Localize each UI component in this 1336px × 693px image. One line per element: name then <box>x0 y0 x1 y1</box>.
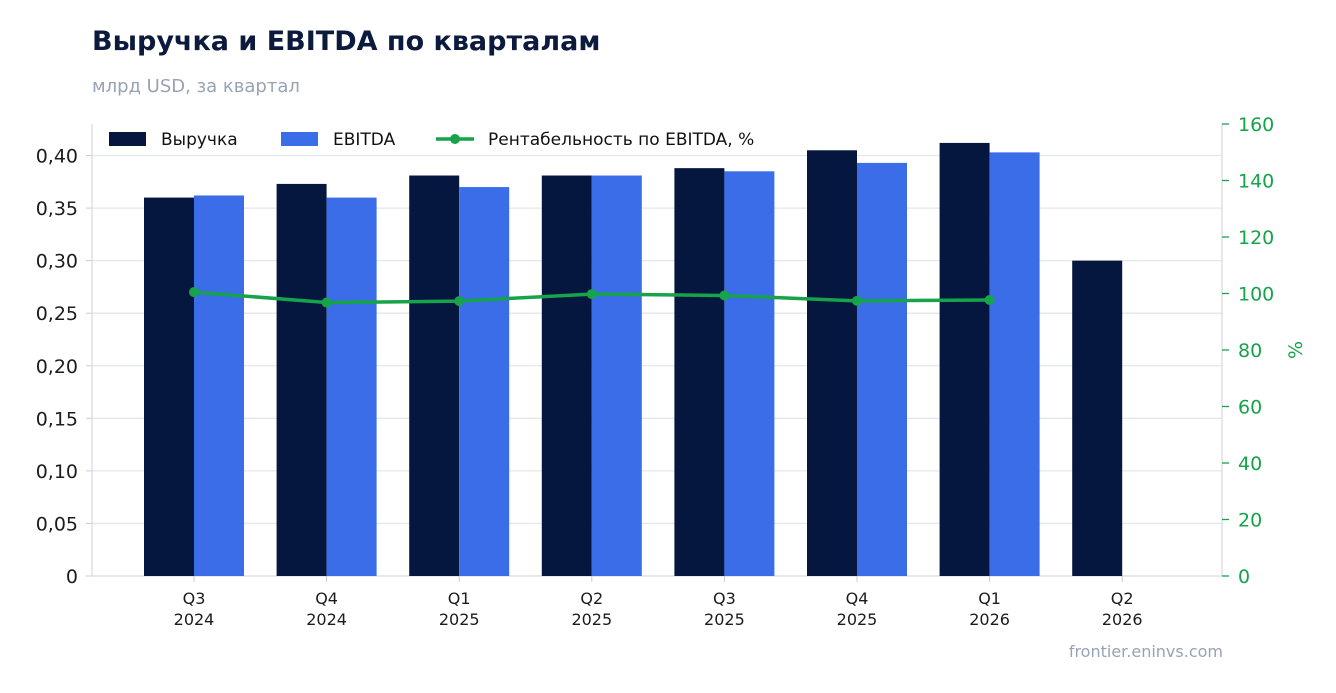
x-tick-label-year: 2025 <box>571 610 612 629</box>
revenue-bar <box>674 168 725 576</box>
revenue-bar <box>807 150 857 577</box>
y-tick-label: 0,10 <box>36 461 78 483</box>
y-tick-label: 0,40 <box>36 146 78 168</box>
x-tick-label-quarter: Q2 <box>1111 589 1134 608</box>
ebitda-bar <box>989 152 1040 576</box>
right-tick-label: 0 <box>1238 566 1250 588</box>
y-tick-label: 0 <box>66 566 78 588</box>
x-tick-label-year: 2026 <box>969 610 1010 629</box>
x-tick-label-quarter: Q4 <box>315 589 338 608</box>
right-axis-label: % <box>1285 341 1307 359</box>
right-tick-label: 160 <box>1238 114 1274 136</box>
revenue-bar <box>409 175 460 577</box>
source-label: frontier.eninvs.com <box>1068 642 1223 661</box>
ebitda-bar <box>459 187 510 576</box>
x-tick-label-year: 2025 <box>704 610 745 629</box>
margin-point <box>321 297 332 308</box>
revenue-bar <box>1072 260 1123 576</box>
right-tick-label: 40 <box>1238 453 1262 475</box>
margin-line <box>189 287 995 308</box>
y-tick-label: 0,25 <box>36 303 78 325</box>
x-tick-label-quarter: Q2 <box>580 589 603 608</box>
legend-label-ebitda: EBITDA <box>333 130 396 150</box>
ebitda-bar <box>326 197 377 576</box>
y-tick-label: 0,05 <box>36 513 78 535</box>
right-tick-label: 20 <box>1238 510 1262 532</box>
chart-title: Выручка и EBITDA по кварталам <box>92 26 601 57</box>
x-tick-label-year: 2024 <box>306 610 347 629</box>
ebitda-bar <box>591 175 642 577</box>
x-tick-label-year: 2025 <box>439 610 480 629</box>
x-tick-label-quarter: Q1 <box>978 589 1001 608</box>
revenue-bar <box>939 142 990 576</box>
x-tick-label-quarter: Q3 <box>713 589 736 608</box>
ebitda-bar <box>724 171 775 577</box>
axes <box>86 123 1229 582</box>
margin-point <box>454 296 465 307</box>
margin-point <box>984 294 995 305</box>
x-tick-label-quarter: Q4 <box>846 589 869 608</box>
legend-label-revenue: Выручка <box>161 130 238 150</box>
x-tick-label-year: 2024 <box>174 610 215 629</box>
y-tick-label: 0,15 <box>36 408 78 430</box>
margin-point <box>719 290 730 301</box>
revenue-bar <box>541 175 592 577</box>
x-tick-label-year: 2025 <box>837 610 878 629</box>
grid-lines <box>92 154 1222 525</box>
tick-labels: 0 0,05 0,10 0,15 0,20 0,25 0,30 0,35 0,40 0 20 40 60… <box>36 114 1307 629</box>
chart-subtitle: млрд USD, за квартал <box>92 76 300 97</box>
legend-swatch-revenue <box>109 132 146 146</box>
legend-label-margin: Рентабельность по EBITDA, % <box>488 130 754 150</box>
legend: Выручка EBITDA Рентабельность по EBITDA, % <box>109 130 754 150</box>
right-tick-label: 120 <box>1238 227 1274 249</box>
right-tick-label: 80 <box>1238 340 1262 362</box>
bars <box>144 142 1123 577</box>
right-tick-label: 60 <box>1238 397 1262 419</box>
y-tick-label: 0,35 <box>36 198 78 220</box>
ebitda-bar <box>194 195 244 576</box>
right-tick-label: 140 <box>1238 171 1274 193</box>
legend-marker-margin <box>450 134 460 144</box>
ebitda-bar <box>857 162 907 577</box>
revenue-bar <box>276 183 327 577</box>
x-tick-label-year: 2026 <box>1102 610 1143 629</box>
right-tick-label: 100 <box>1238 284 1274 306</box>
y-tick-label: 0,30 <box>36 251 78 273</box>
margin-point <box>852 295 862 306</box>
y-tick-label: 0,20 <box>36 356 78 378</box>
revenue-bar <box>144 197 194 576</box>
x-tick-label-quarter: Q3 <box>183 589 206 608</box>
margin-point <box>189 287 199 298</box>
margin-point <box>586 289 597 300</box>
legend-swatch-ebitda <box>281 132 318 146</box>
x-tick-label-quarter: Q1 <box>448 589 471 608</box>
